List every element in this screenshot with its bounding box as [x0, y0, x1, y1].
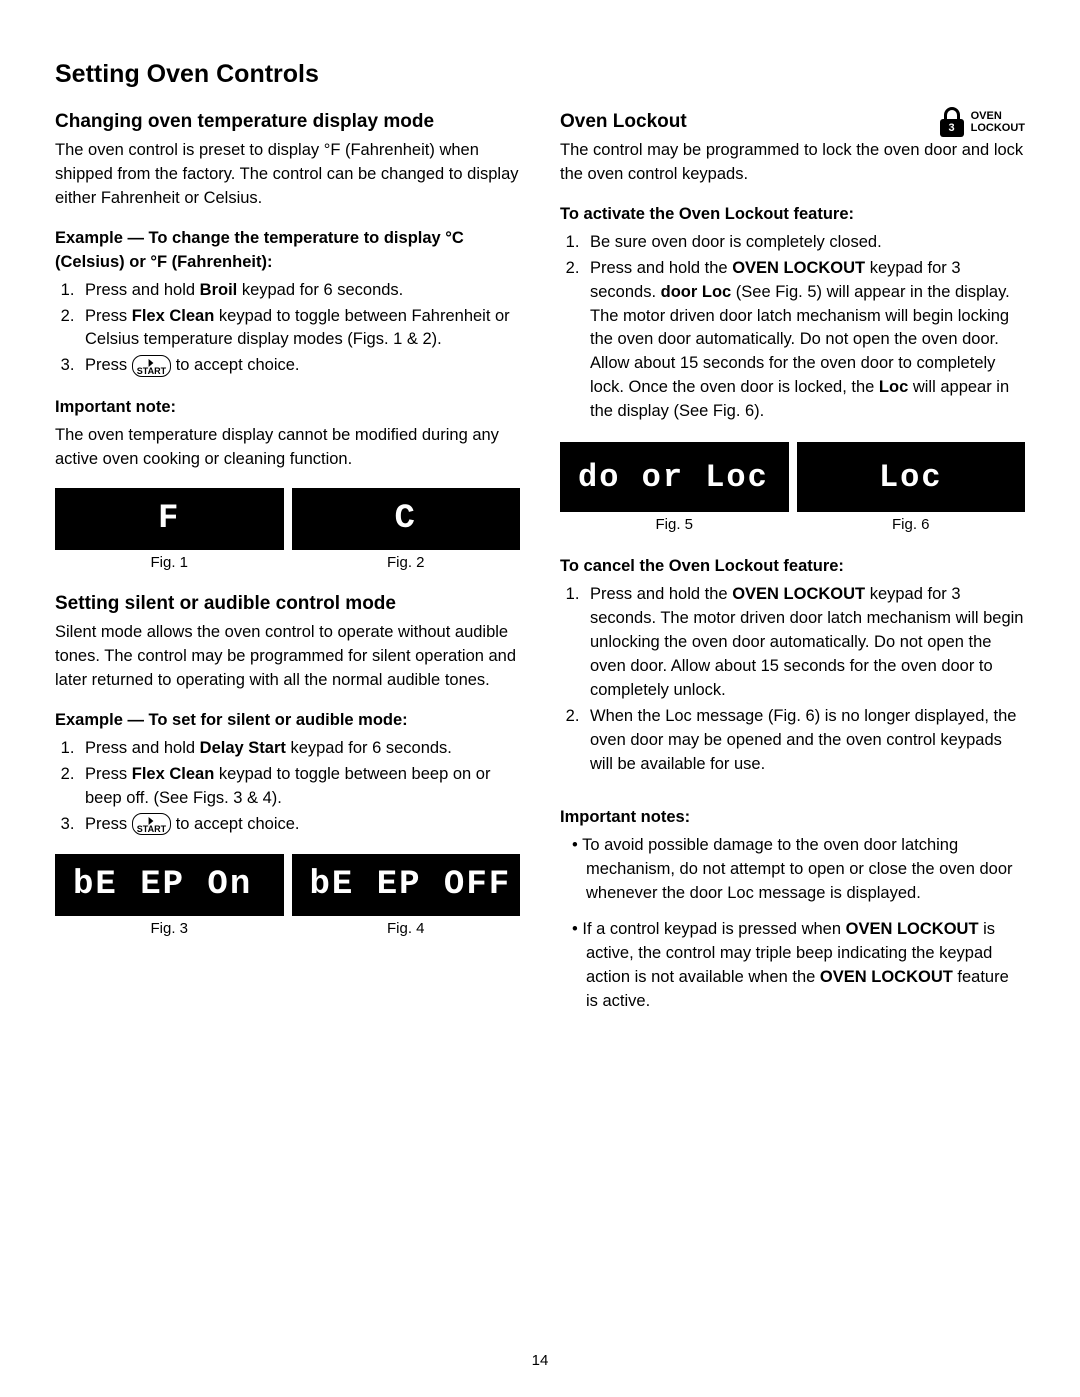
caption-fig3: Fig. 3: [55, 920, 284, 937]
intro-lockout: The control may be programmed to lock th…: [560, 139, 1025, 187]
note-2: If a control keypad is pressed when OVEN…: [572, 918, 1025, 1014]
cancel-label: To cancel the Oven Lockout feature:: [560, 555, 1025, 579]
important-notes-label: Important notes:: [560, 806, 1025, 830]
oven-lockout-badge: 3 OVENLOCKOUT: [939, 107, 1025, 137]
example-label-silent: Example — To set for silent or audible m…: [55, 709, 520, 733]
caption-fig4: Fig. 4: [292, 920, 521, 937]
intro-temp-mode: The oven control is preset to display °F…: [55, 139, 520, 211]
fig-row-5-6: do or Loc Fig. 5 Loc Fig. 6: [560, 442, 1025, 549]
lcd-fig2: C: [292, 488, 521, 550]
step-cancel-2: When the Loc message (Fig. 6) is no long…: [584, 705, 1025, 777]
step-temp-3: Press START to accept choice.: [79, 354, 520, 378]
step-silent-1: Press and hold Delay Start keypad for 6 …: [79, 737, 520, 761]
activate-label: To activate the Oven Lockout feature:: [560, 203, 1025, 227]
heading-silent-mode: Setting silent or audible control mode: [55, 593, 520, 615]
lock-badge-text: OVENLOCKOUT: [971, 110, 1025, 134]
important-note-label: Important note:: [55, 396, 520, 420]
step-activate-1: Be sure oven door is completely closed.: [584, 231, 1025, 255]
lcd-fig5: do or Loc: [560, 442, 789, 512]
right-column: Oven Lockout 3 OVENLOCKOUT The control m…: [560, 111, 1025, 1032]
step-temp-2: Press Flex Clean keypad to toggle betwee…: [79, 305, 520, 353]
lcd-fig4: bE EP OFF: [292, 854, 521, 916]
heading-temp-mode: Changing oven temperature display mode: [55, 111, 520, 133]
notes-list: To avoid possible damage to the oven doo…: [560, 834, 1025, 1013]
step-silent-3: Press START to accept choice.: [79, 813, 520, 837]
caption-fig2: Fig. 2: [292, 554, 521, 571]
step-temp-1: Press and hold Broil keypad for 6 second…: [79, 279, 520, 303]
important-note-text: The oven temperature display cannot be m…: [55, 424, 520, 472]
lcd-fig1: F: [55, 488, 284, 550]
example-label-temp: Example — To change the temperature to d…: [55, 227, 520, 275]
caption-fig5: Fig. 5: [560, 516, 789, 533]
caption-fig6: Fig. 6: [797, 516, 1026, 533]
fig-row-3-4: bE EP On Fig. 3 bE EP OFF Fig. 4: [55, 854, 520, 953]
intro-silent-mode: Silent mode allows the oven control to o…: [55, 621, 520, 693]
lcd-fig3: bE EP On: [55, 854, 284, 916]
steps-temp: Press and hold Broil keypad for 6 second…: [55, 279, 520, 379]
step-silent-2: Press Flex Clean keypad to toggle betwee…: [79, 763, 520, 811]
lcd-fig6: Loc: [797, 442, 1026, 512]
steps-cancel: Press and hold the OVEN LOCKOUT keypad f…: [560, 583, 1025, 776]
columns: Changing oven temperature display mode T…: [55, 111, 1025, 1032]
steps-silent: Press and hold Delay Start keypad for 6 …: [55, 737, 520, 837]
fig-row-1-2: F Fig. 1 C Fig. 2: [55, 488, 520, 587]
step-activate-2: Press and hold the OVEN LOCKOUT keypad f…: [584, 257, 1025, 424]
step-cancel-1: Press and hold the OVEN LOCKOUT keypad f…: [584, 583, 1025, 703]
caption-fig1: Fig. 1: [55, 554, 284, 571]
note-1: To avoid possible damage to the oven doo…: [572, 834, 1025, 906]
page-number: 14: [0, 1352, 1080, 1369]
left-column: Changing oven temperature display mode T…: [55, 111, 520, 1032]
lock-icon: 3: [939, 107, 965, 137]
start-button-icon: START: [132, 813, 171, 835]
steps-activate: Be sure oven door is completely closed. …: [560, 231, 1025, 424]
page-title: Setting Oven Controls: [55, 60, 1025, 89]
start-button-icon: START: [132, 355, 171, 377]
